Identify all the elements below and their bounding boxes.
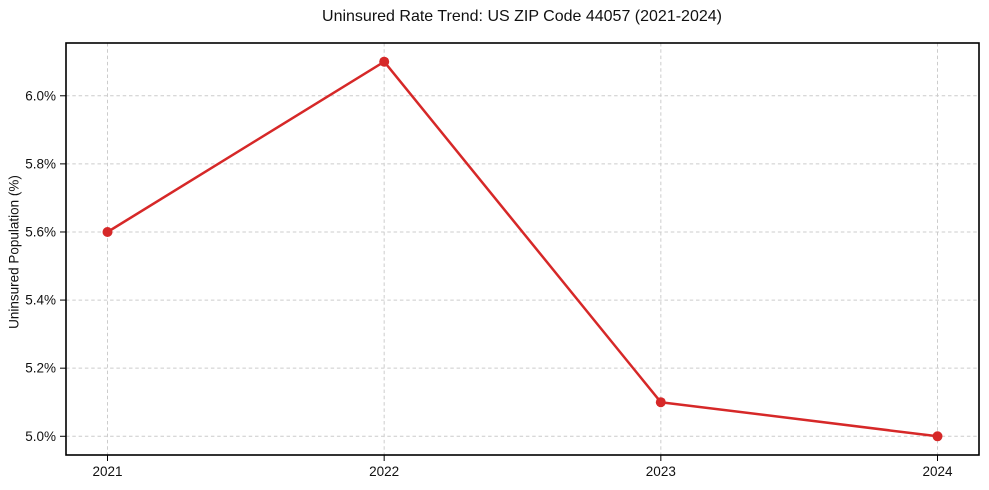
- y-tick-label-5.8%: 5.8%: [25, 156, 56, 171]
- data-point-2023: [655, 397, 666, 408]
- x-tick-label-2021: 2021: [92, 464, 122, 479]
- data-point-2022: [379, 56, 390, 67]
- data-point-2024: [932, 431, 943, 442]
- y-tick-label-5.0%: 5.0%: [25, 429, 56, 444]
- plot-area-border: [65, 42, 980, 456]
- x-tick-label-2022: 2022: [369, 464, 399, 479]
- y-tick-label-5.4%: 5.4%: [25, 293, 56, 308]
- data-point-2021: [102, 227, 113, 237]
- x-tick-label-2024: 2024: [922, 464, 953, 479]
- y-tick-label-6.0%: 6.0%: [25, 88, 56, 103]
- uninsured-rate-line: [106, 60, 939, 438]
- chart-title: Uninsured Rate Trend: US ZIP Code 44057 …: [322, 8, 722, 25]
- y-tick-label-5.2%: 5.2%: [25, 361, 56, 376]
- y-tick-label-5.6%: 5.6%: [25, 224, 56, 239]
- x-tick-label-2023: 2023: [646, 464, 676, 479]
